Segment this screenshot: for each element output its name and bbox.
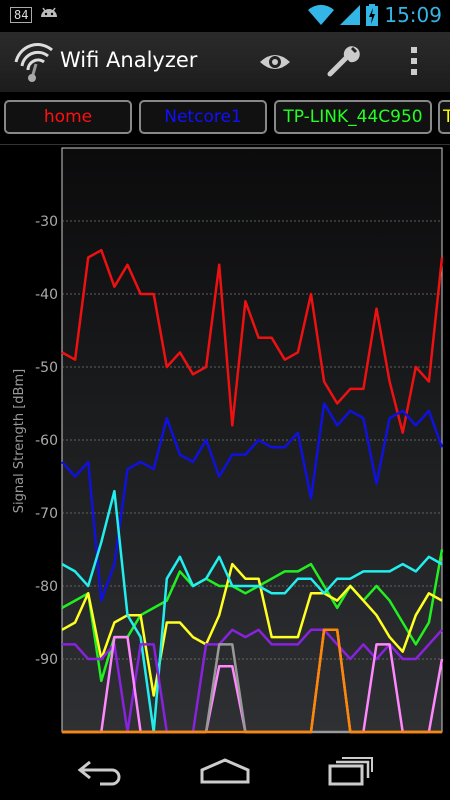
android-icon — [41, 7, 58, 17]
network-tab-label: T — [443, 107, 450, 127]
divider — [0, 144, 450, 145]
network-tab-tp-link-44c950[interactable]: TP-LINK_44C950 — [274, 100, 432, 134]
recent-apps-icon[interactable] — [328, 756, 374, 786]
y-axis-label: Signal Strength [dBm] — [12, 369, 27, 513]
app-title: Wifi Analyzer — [60, 48, 198, 72]
y-tick-label: -60 — [35, 433, 58, 449]
wifi-signal-icon — [308, 4, 335, 25]
y-tick-label: -80 — [35, 579, 58, 595]
network-tab-label: home — [43, 107, 93, 127]
clock: 15:09 — [384, 3, 442, 27]
y-tick-label: -50 — [35, 360, 58, 376]
network-tab-label: Netcore1 — [164, 107, 242, 127]
wrench-icon[interactable] — [326, 42, 362, 78]
wifi-analyzer-app-icon[interactable] — [12, 42, 54, 84]
status-bar: 84 15:09 — [0, 0, 450, 32]
cell-signal-icon — [340, 5, 361, 25]
y-tick-label: -90 — [35, 652, 58, 668]
battery-charging-icon — [366, 4, 379, 26]
notification-badge: 84 — [10, 7, 33, 23]
network-tab-t[interactable]: T — [438, 100, 450, 134]
action-bar: Wifi Analyzer — [0, 32, 450, 93]
network-tab-label: TP-LINK_44C950 — [283, 107, 423, 127]
series-line-t — [61, 562, 443, 697]
signal-chart: -30 -40 -50 -60 -70 -80 -90 Signal Strength [d… — [0, 146, 450, 740]
series-line-orange — [62, 628, 442, 734]
series-line-purple — [62, 628, 443, 734]
y-tick-label: -40 — [35, 287, 58, 303]
navigation-bar — [0, 740, 450, 800]
network-tab-netcore1[interactable]: Netcore1 — [139, 100, 267, 134]
overflow-menu-icon[interactable] — [410, 46, 418, 76]
series-line-cyan — [61, 489, 443, 734]
y-tick-label: -30 — [35, 214, 58, 230]
home-icon[interactable] — [200, 758, 250, 784]
signal-strength-chart: -30 -40 -50 -60 -70 -80 -90 Signal Strength [d… — [12, 147, 444, 734]
series-line-netcore1 — [61, 402, 444, 602]
back-icon[interactable] — [76, 758, 124, 786]
network-tab-home[interactable]: home — [4, 100, 132, 134]
eye-icon[interactable] — [258, 48, 292, 76]
network-tabs: home Netcore1 TP-LINK_44C950 T — [0, 94, 450, 144]
y-tick-label: -70 — [35, 506, 58, 522]
series-line-home — [61, 248, 444, 434]
